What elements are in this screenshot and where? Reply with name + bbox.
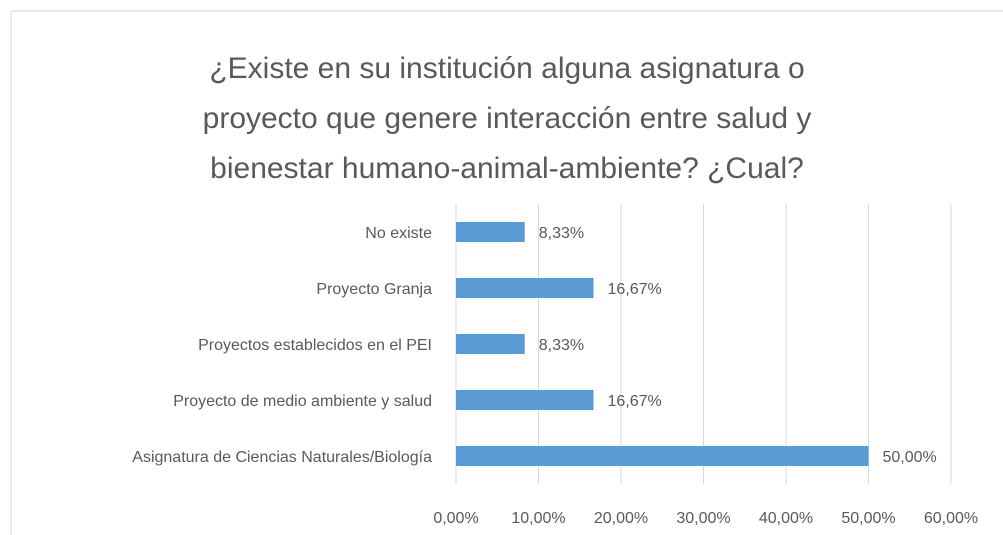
x-tick-label: 10,00% [511,510,565,527]
bar [456,390,594,410]
chart-border [10,10,1003,535]
y-tick-label: Asignatura de Ciencias Naturales/Biologí… [132,449,432,466]
data-label: 8,33% [539,225,584,242]
x-tick-label: 20,00% [594,510,648,527]
data-label: 50,00% [883,449,937,466]
x-tick-label: 40,00% [759,510,813,527]
bar [456,222,525,242]
bar [456,334,525,354]
data-label: 8,33% [539,337,584,354]
data-label: 16,67% [608,393,662,410]
y-tick-label: Proyectos establecidos en el PEI [198,337,432,354]
x-tick-label: 60,00% [924,510,978,527]
chart-title: bienestar humano-animal-ambiente? ¿Cual? [210,152,804,185]
x-tick-label: 0,00% [433,510,478,527]
bar [456,446,869,466]
data-label: 16,67% [608,281,662,298]
chart-title: proyecto que genere interacción entre sa… [203,102,812,135]
y-tick-label: No existe [365,225,432,242]
y-tick-label: Proyecto Granja [316,281,432,298]
y-tick-label: Proyecto de medio ambiente y salud [173,393,432,410]
chart-title: ¿Existe en su institución alguna asignat… [209,52,804,85]
bar [456,278,594,298]
x-tick-label: 50,00% [841,510,895,527]
x-tick-label: 30,00% [676,510,730,527]
